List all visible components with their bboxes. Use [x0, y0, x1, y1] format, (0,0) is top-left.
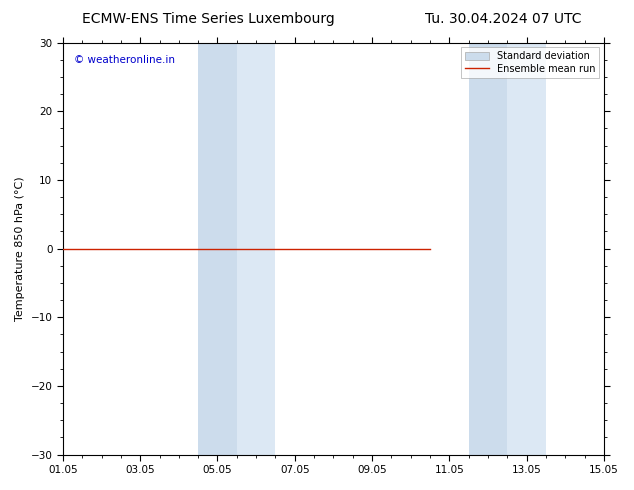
Text: Tu. 30.04.2024 07 UTC: Tu. 30.04.2024 07 UTC	[425, 12, 581, 26]
Bar	[198, 43, 237, 455]
Legend: Standard deviation, Ensemble mean run: Standard deviation, Ensemble mean run	[461, 48, 599, 78]
Bar	[507, 43, 546, 455]
Bar	[469, 43, 507, 455]
Bar	[237, 43, 276, 455]
Text: © weatheronline.in: © weatheronline.in	[74, 55, 175, 65]
Y-axis label: Temperature 850 hPa (°C): Temperature 850 hPa (°C)	[15, 176, 25, 321]
Text: ECMW-ENS Time Series Luxembourg: ECMW-ENS Time Series Luxembourg	[82, 12, 335, 26]
